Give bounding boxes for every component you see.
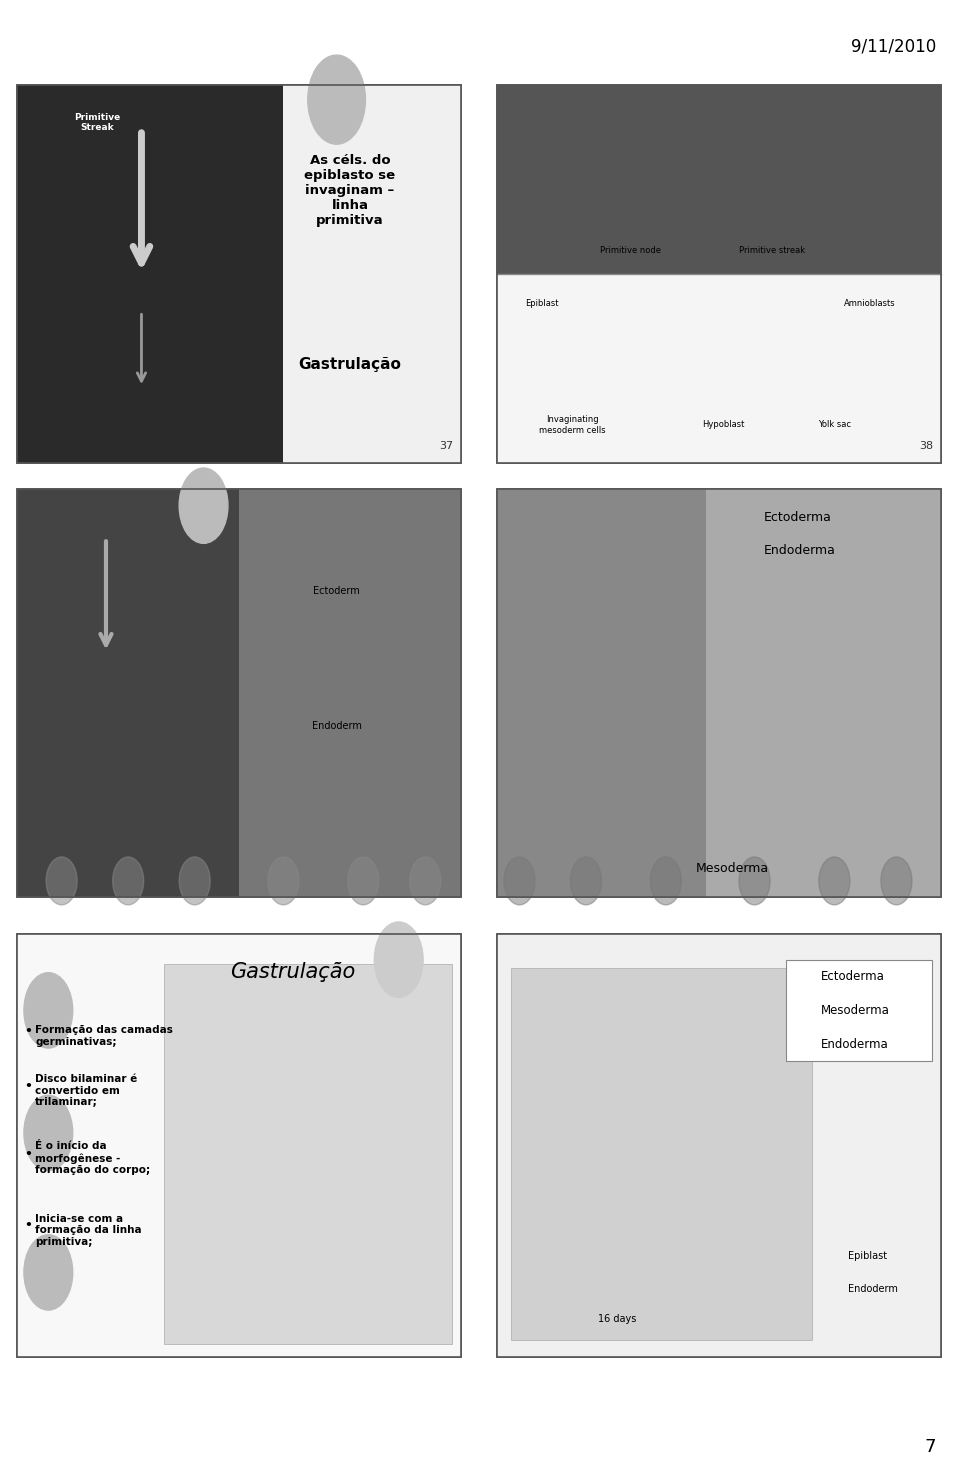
Text: Ectoderma: Ectoderma [821, 970, 885, 983]
Text: Primitive node: Primitive node [600, 246, 660, 255]
Circle shape [881, 857, 912, 905]
Circle shape [46, 857, 77, 905]
Circle shape [819, 857, 850, 905]
Circle shape [112, 857, 144, 905]
Circle shape [374, 922, 423, 998]
Text: Yolk sac: Yolk sac [818, 420, 851, 430]
Circle shape [570, 857, 602, 905]
Bar [283, 85, 461, 463]
Bar [497, 85, 941, 463]
Text: Inicia-se com a
formação da linha
primitiva;: Inicia-se com a formação da linha primit… [35, 1213, 142, 1247]
Circle shape [268, 857, 299, 905]
Text: Endoderm: Endoderm [312, 721, 362, 731]
Bar [785, 960, 932, 1062]
Bar [17, 934, 461, 1357]
Text: Amnioblasts: Amnioblasts [844, 300, 896, 308]
Text: Primitive
Streak: Primitive Streak [74, 113, 120, 132]
Text: Disco bilaminar é
convertido em
trilaminar;: Disco bilaminar é convertido em trilamin… [35, 1074, 137, 1108]
Bar [497, 85, 941, 463]
Bar [706, 489, 941, 897]
Bar [239, 489, 461, 897]
Circle shape [504, 857, 535, 905]
Circle shape [348, 857, 379, 905]
Bar [497, 489, 706, 897]
Text: Endoderma: Endoderma [821, 1038, 889, 1050]
Text: Mesoderma: Mesoderma [696, 862, 769, 875]
Text: Endoderm: Endoderm [848, 1284, 898, 1295]
Bar [511, 968, 812, 1341]
Circle shape [739, 857, 770, 905]
Text: É o início da
morfogênese -
formação do corpo;: É o início da morfogênese - formação do … [35, 1142, 150, 1175]
Text: Gastrulação: Gastrulação [229, 962, 355, 982]
Bar [497, 934, 941, 1357]
Circle shape [24, 1096, 73, 1170]
Bar [163, 964, 452, 1344]
Bar [497, 85, 941, 274]
Text: 16 days: 16 days [598, 1314, 636, 1324]
Text: Endoderma: Endoderma [763, 544, 835, 558]
Bar [17, 934, 461, 1357]
Text: 37: 37 [439, 440, 453, 451]
Text: •: • [24, 1080, 32, 1093]
Text: •: • [24, 1219, 32, 1232]
Circle shape [650, 857, 682, 905]
Text: Ectoderm: Ectoderm [313, 586, 360, 596]
Circle shape [180, 857, 210, 905]
Circle shape [308, 55, 366, 144]
Bar [497, 274, 941, 463]
Text: Hypoblast: Hypoblast [703, 420, 745, 430]
Text: 7: 7 [924, 1439, 936, 1456]
Bar [17, 489, 461, 897]
Text: Formação das camadas
germinativas;: Formação das camadas germinativas; [35, 1025, 173, 1047]
Bar [17, 85, 283, 463]
Text: Invaginating
mesoderm cells: Invaginating mesoderm cells [540, 415, 606, 435]
Circle shape [24, 973, 73, 1048]
Text: Mesoderma: Mesoderma [821, 1004, 890, 1017]
Bar [17, 934, 461, 1357]
Bar [497, 934, 941, 1357]
Bar [497, 489, 941, 897]
Bar [497, 489, 941, 897]
Text: 9/11/2010: 9/11/2010 [851, 37, 936, 55]
Text: •: • [24, 1148, 32, 1161]
Bar [17, 85, 461, 463]
Text: Ectoderma: Ectoderma [763, 512, 831, 525]
Text: Primitive streak: Primitive streak [739, 246, 805, 255]
Text: 38: 38 [919, 440, 933, 451]
Text: Epiblast: Epiblast [848, 1250, 887, 1261]
Bar [497, 934, 941, 1357]
Bar [17, 489, 461, 897]
Bar [17, 85, 461, 463]
Text: •: • [24, 1025, 32, 1038]
Text: Gastrulação: Gastrulação [299, 357, 401, 372]
Circle shape [180, 469, 228, 543]
Text: As céls. do
epiblasto se
invaginam –
linha
primitiva: As céls. do epiblasto se invaginam – lin… [304, 154, 396, 227]
Circle shape [410, 857, 441, 905]
Bar [17, 489, 239, 897]
Text: Epiblast: Epiblast [525, 300, 559, 308]
Circle shape [24, 1235, 73, 1309]
